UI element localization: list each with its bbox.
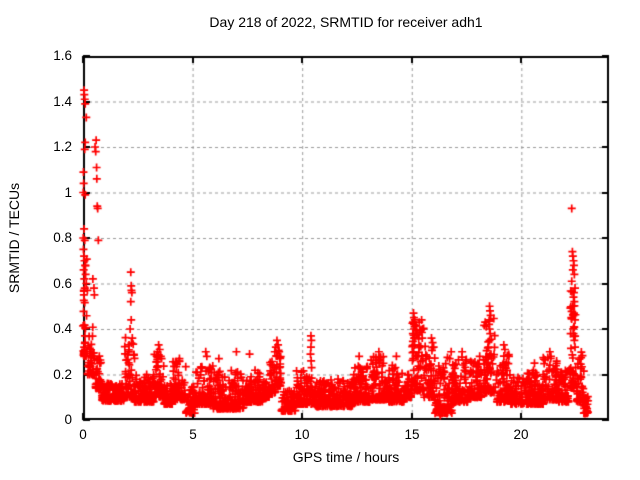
x-axis-label: GPS time / hours <box>292 449 400 465</box>
y-tick-label: 0.4 <box>53 321 72 336</box>
y-tick-label: 1.6 <box>53 48 72 63</box>
y-tick-label: 1.4 <box>53 94 72 109</box>
x-tick-label: 15 <box>404 427 420 442</box>
y-tick-label: 0.2 <box>53 367 72 382</box>
x-tick-label: 5 <box>189 427 197 442</box>
y-tick-label: 0.8 <box>53 230 72 245</box>
y-tick-label: 0 <box>64 412 72 427</box>
y-tick-label: 0.6 <box>53 276 72 291</box>
x-tick-label: 10 <box>294 427 310 442</box>
x-tick-label: 20 <box>513 427 529 442</box>
y-tick-label: 1.2 <box>53 139 72 154</box>
chart-title: Day 218 of 2022, SRMTID for receiver adh… <box>209 14 483 30</box>
y-tick-label: 1 <box>64 185 72 200</box>
x-tick-label: 0 <box>79 427 87 442</box>
